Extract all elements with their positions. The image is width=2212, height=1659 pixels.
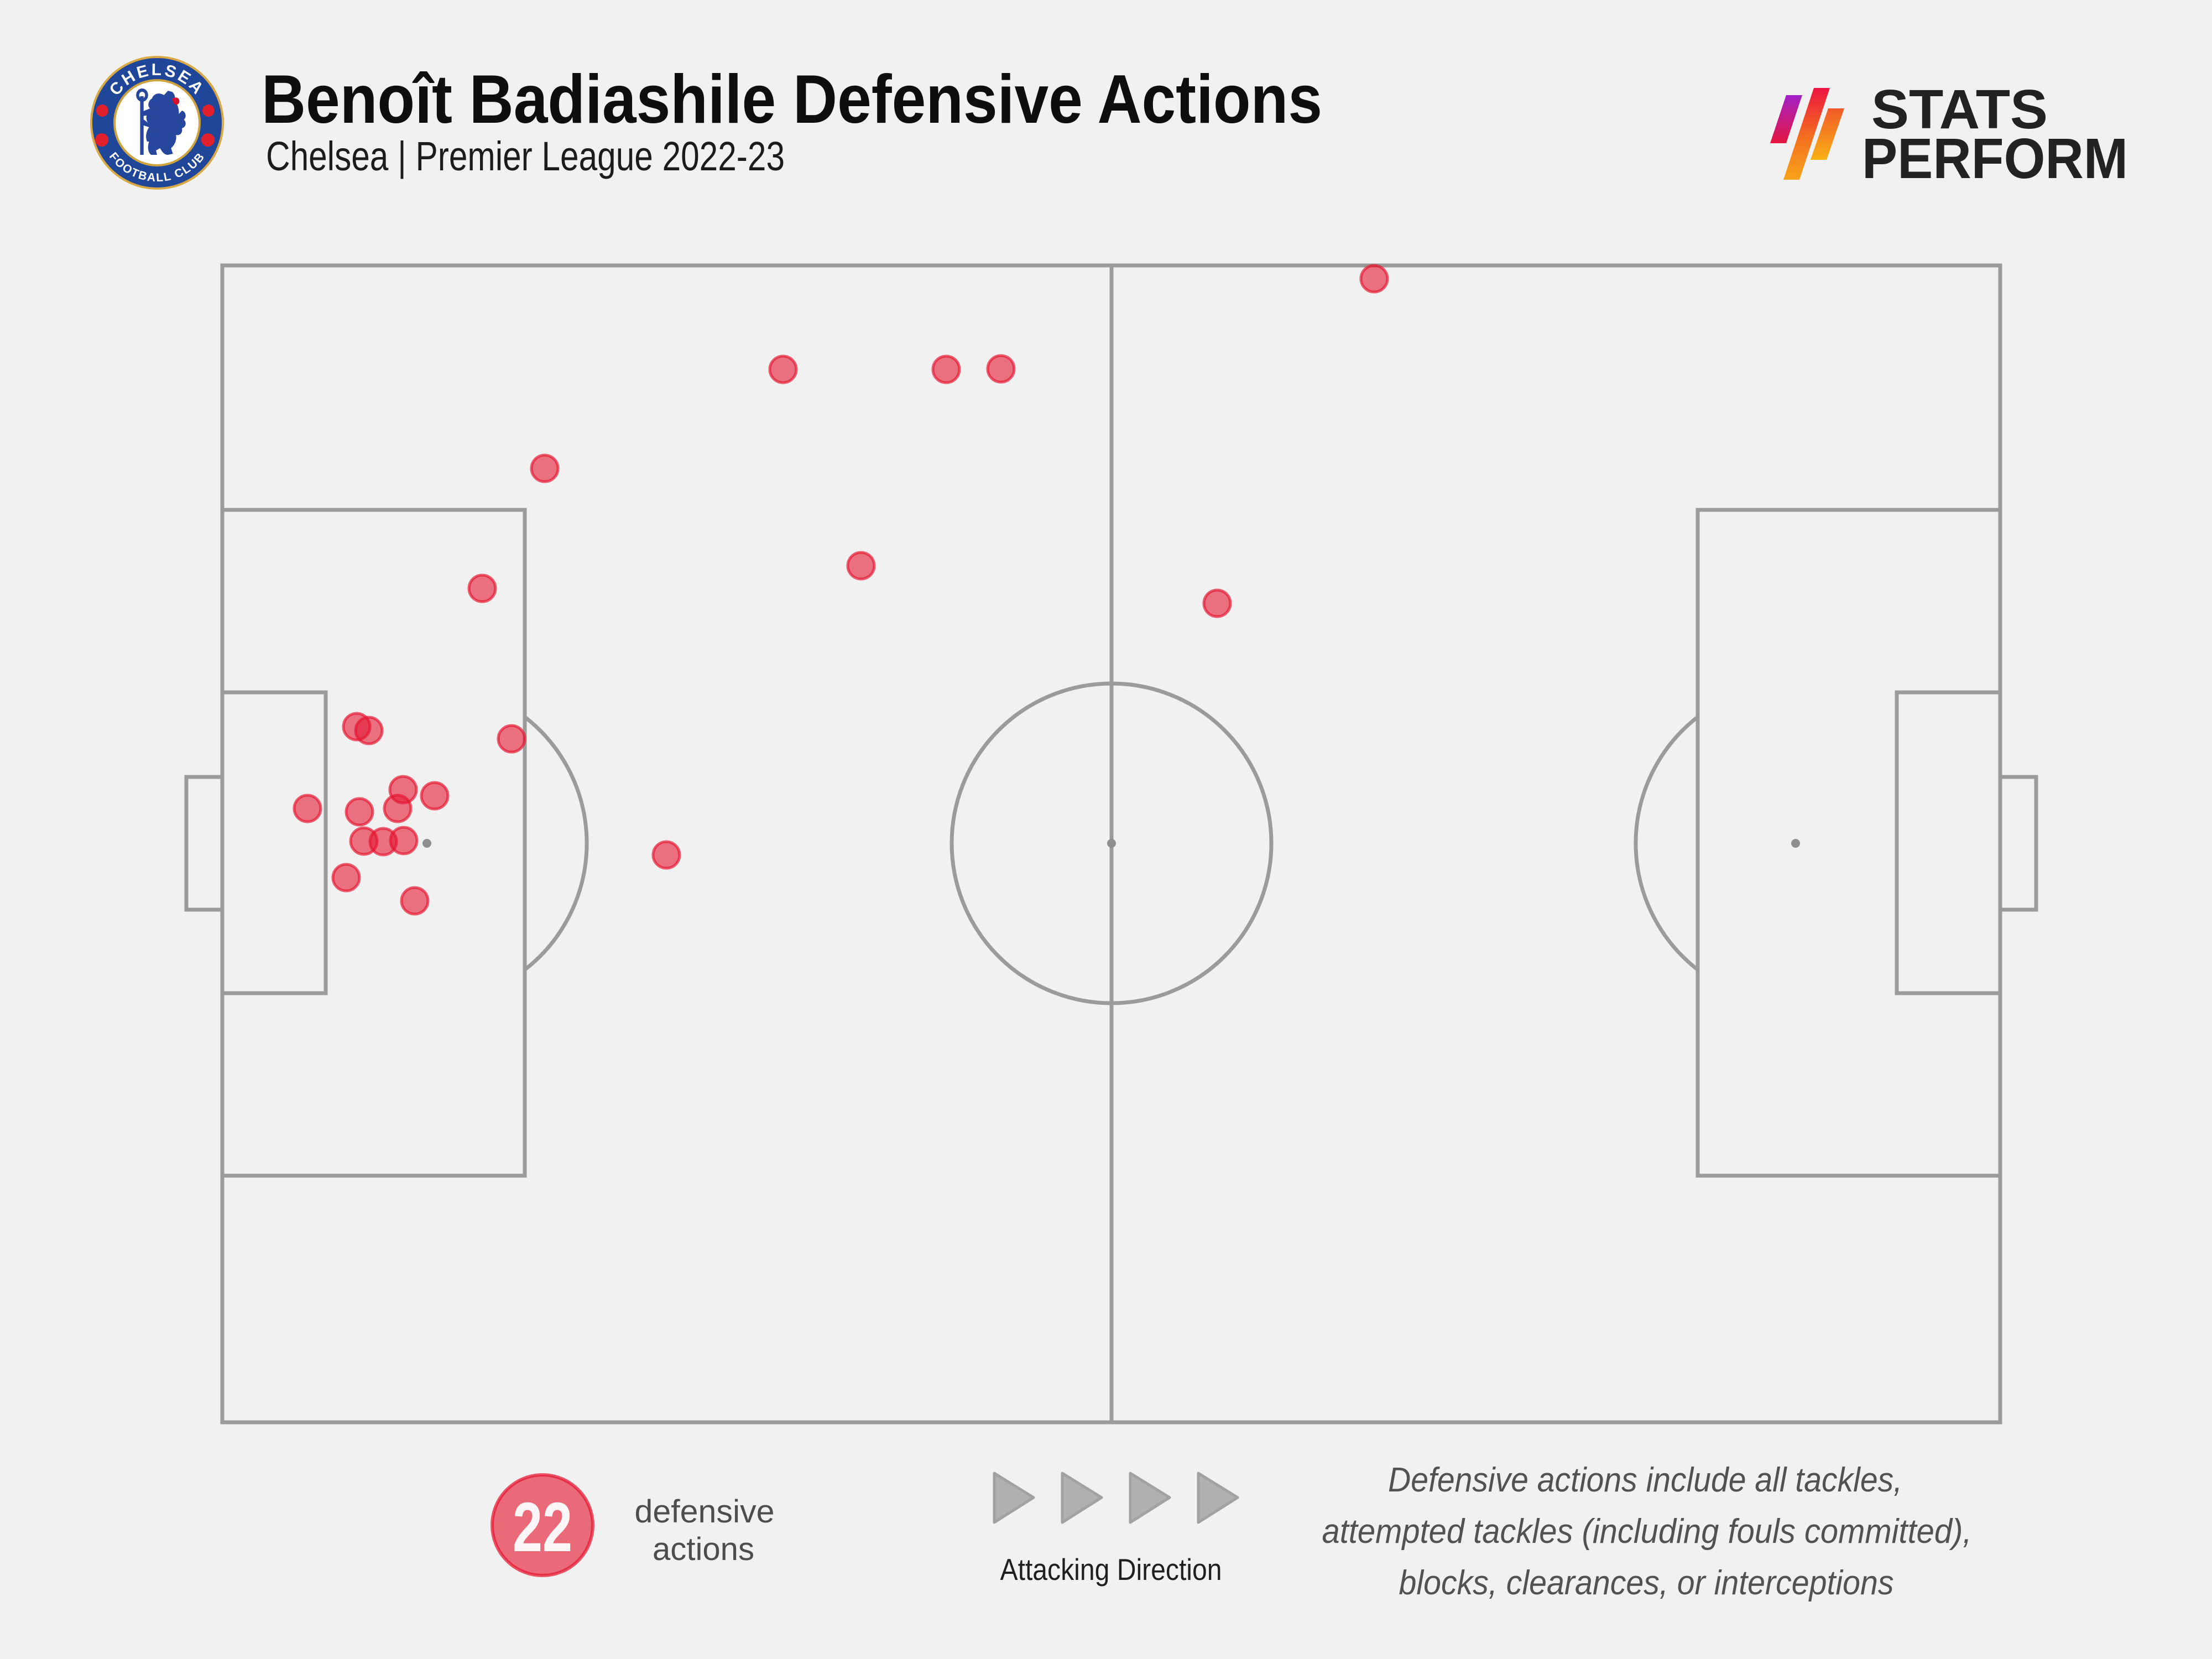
svg-text:defensive: defensive: [635, 1494, 775, 1530]
svg-text:blocks, clearances, or interce: blocks, clearances, or interceptions: [1399, 1564, 1894, 1602]
svg-text:22: 22: [513, 1488, 572, 1566]
svg-text:STATS: STATS: [1871, 79, 2048, 140]
svg-text:Benoît Badiashile Defensive Ac: Benoît Badiashile Defensive Actions: [262, 61, 1322, 138]
svg-text:actions: actions: [653, 1531, 754, 1567]
svg-text:Defensive actions include all: Defensive actions include all tackles,: [1388, 1461, 1902, 1499]
svg-text:Attacking Direction: Attacking Direction: [1000, 1552, 1222, 1587]
svg-text:attempted tackles (including f: attempted tackles (including fouls commi…: [1322, 1512, 1972, 1551]
svg-text:Chelsea | Premier League 2022-: Chelsea | Premier League 2022-23: [266, 133, 785, 179]
svg-text:PERFORM: PERFORM: [1862, 127, 2128, 190]
